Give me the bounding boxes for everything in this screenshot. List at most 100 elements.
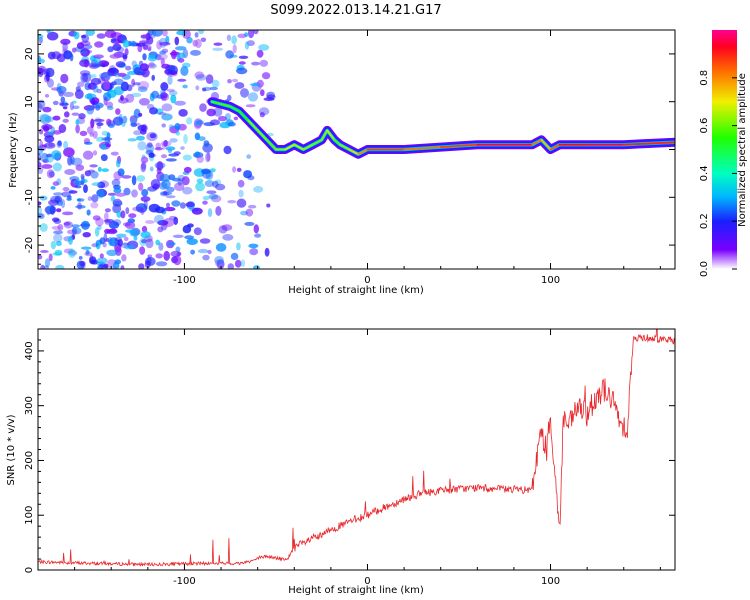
noise-blob [122, 242, 128, 246]
noise-blob [205, 74, 214, 84]
noise-blob [38, 152, 41, 162]
ridge-core-segment [293, 143, 305, 151]
noise-blob [164, 206, 176, 212]
noise-blob [146, 142, 153, 148]
noise-blob [138, 98, 150, 106]
noise-blob [207, 249, 212, 255]
noise-blob [175, 246, 181, 253]
noise-blob [104, 212, 109, 221]
noise-blob [101, 137, 113, 141]
noise-blob [56, 140, 62, 148]
noise-blob [69, 53, 74, 62]
noise-blob [56, 208, 62, 213]
noise-blob [85, 30, 95, 36]
noise-blob [169, 138, 178, 143]
noise-blob [56, 86, 67, 94]
ridge-core-segment [302, 143, 314, 151]
noise-blob [62, 187, 70, 192]
noise-blob [106, 249, 118, 256]
noise-blob [106, 140, 112, 148]
heatmap-ridge [207, 97, 675, 159]
noise-blob [197, 136, 206, 142]
ridge-core-segment [210, 100, 222, 105]
noise-blob [184, 235, 195, 240]
noise-blob [91, 97, 96, 106]
noise-blob [209, 168, 216, 173]
noise-blob [259, 112, 265, 118]
noise-blob [225, 50, 234, 59]
noise-blob [182, 154, 192, 161]
noise-blob [160, 57, 165, 66]
noise-blob [54, 249, 63, 256]
noise-blob [71, 112, 80, 116]
noise-blob [89, 164, 98, 168]
y-tick-label: -20 [24, 237, 35, 253]
noise-blob [52, 181, 60, 187]
noise-blob [46, 154, 53, 158]
noise-blob [165, 146, 176, 151]
noise-blob [52, 115, 61, 121]
heatmap-noise-blobs [38, 30, 276, 269]
x-tick-label: 0 [364, 576, 370, 587]
noise-blob [248, 243, 259, 249]
noise-blob [82, 44, 93, 50]
ridge-core-segment [247, 119, 259, 132]
noise-blob [40, 250, 49, 253]
noise-blob [263, 97, 275, 102]
y-tick-label: 300 [24, 396, 35, 415]
noise-blob [62, 106, 68, 110]
noise-blob [227, 200, 237, 204]
noise-blob [195, 85, 200, 91]
noise-blob [224, 113, 231, 121]
noise-blob [118, 97, 129, 104]
snr-series [38, 329, 675, 567]
noise-blob [108, 65, 117, 74]
noise-blob [200, 37, 207, 43]
noise-blob [138, 112, 143, 117]
noise-blob [101, 63, 106, 68]
noise-blob [199, 103, 207, 112]
noise-blob [238, 55, 249, 59]
noise-blob [78, 256, 83, 260]
noise-blob [245, 208, 254, 217]
ridge-core-segment [339, 143, 351, 151]
noise-blob [227, 94, 232, 101]
noise-blob [50, 195, 61, 204]
ridge-core-segment [256, 129, 268, 141]
noise-blob [202, 254, 210, 261]
noise-blob [115, 159, 121, 168]
noise-blob [38, 161, 42, 168]
noise-blob [72, 100, 77, 104]
noise-blob [77, 202, 82, 210]
noise-blob [162, 30, 168, 37]
noise-blob [60, 96, 66, 103]
noise-blob [221, 224, 233, 231]
noise-blob [161, 63, 171, 69]
noise-blob [59, 102, 69, 106]
noise-blob [131, 189, 138, 198]
noise-blob [103, 218, 115, 223]
noise-blob [96, 33, 106, 39]
noise-blob [240, 210, 248, 216]
noise-blob [140, 156, 149, 164]
noise-blob [138, 263, 145, 269]
noise-blob [166, 195, 176, 199]
noise-blob [128, 213, 137, 219]
noise-blob [247, 92, 259, 102]
noise-blob [38, 254, 43, 260]
noise-blob [47, 130, 54, 136]
noise-blob [139, 237, 147, 247]
noise-blob [157, 226, 164, 233]
noise-blob [174, 36, 180, 46]
noise-blob [62, 118, 69, 123]
noise-blob [76, 42, 85, 50]
noise-blob [180, 146, 185, 150]
noise-blob [45, 67, 55, 78]
noise-blob [143, 199, 148, 210]
noise-blob [39, 128, 44, 135]
noise-blob [140, 196, 151, 202]
noise-blob [159, 50, 167, 55]
noise-blob [147, 254, 153, 258]
noise-blob [215, 243, 227, 252]
noise-blob [227, 79, 232, 84]
